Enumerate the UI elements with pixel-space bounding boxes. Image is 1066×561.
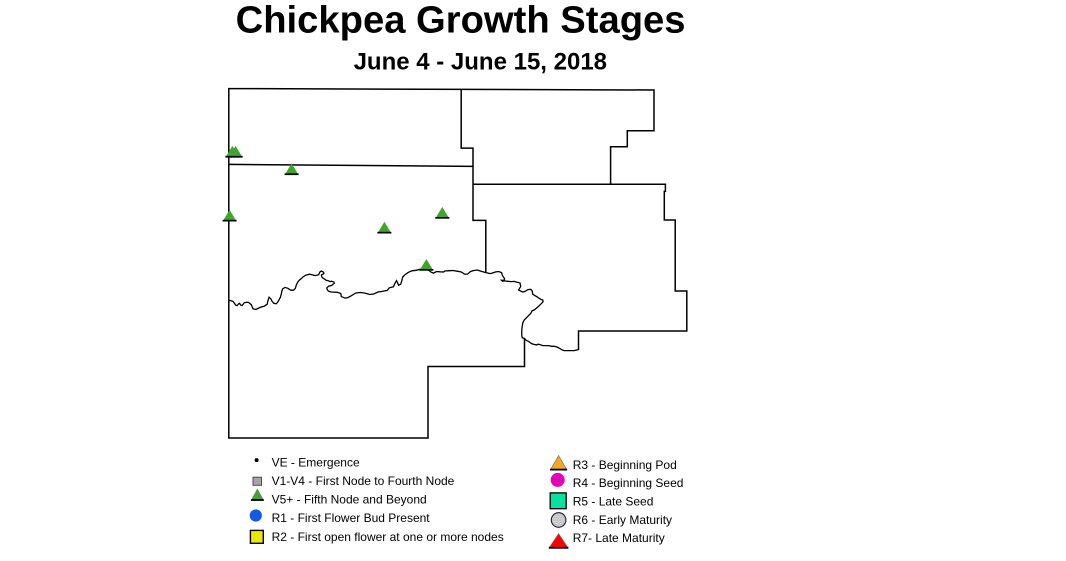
svg-text:R7- Late Maturity: R7- Late Maturity bbox=[573, 531, 665, 545]
svg-text:R2 - First open flower at one: R2 - First open flower at one or more no… bbox=[272, 530, 504, 544]
svg-text:V1-V4 - First Node to Fourth N: V1-V4 - First Node to Fourth Node bbox=[272, 474, 455, 488]
svg-text:R4 - Beginning Seed: R4 - Beginning Seed bbox=[573, 476, 684, 490]
svg-text:R6 - Early Maturity: R6 - Early Maturity bbox=[573, 513, 672, 527]
svg-text:June 4 - June 15, 2018: June 4 - June 15, 2018 bbox=[354, 49, 607, 76]
svg-text:R5 - Late Seed: R5 - Late Seed bbox=[573, 495, 654, 509]
svg-text:Chickpea Growth Stages: Chickpea Growth Stages bbox=[236, 0, 686, 42]
svg-text:R1 - First Flower Bud Present: R1 - First Flower Bud Present bbox=[272, 511, 431, 525]
svg-text:R3 - Beginning Pod: R3 - Beginning Pod bbox=[573, 458, 677, 472]
svg-text:V5+ - Fifth Node and Beyond: V5+ - Fifth Node and Beyond bbox=[272, 493, 427, 507]
svg-text:VE - Emergence: VE - Emergence bbox=[272, 455, 360, 469]
